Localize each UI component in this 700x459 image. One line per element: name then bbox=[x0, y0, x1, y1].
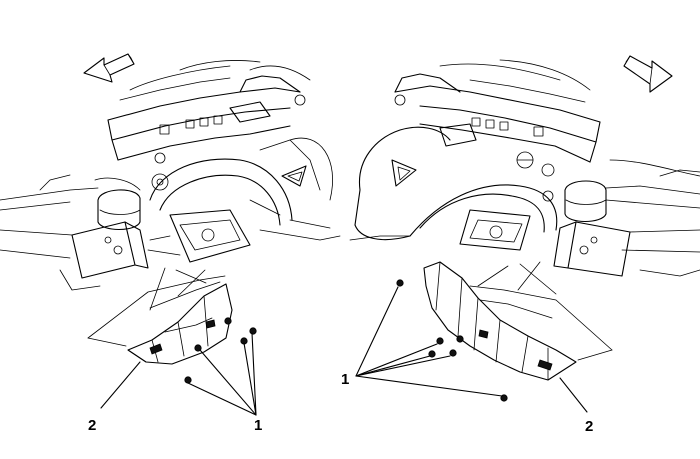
callout-1-right: 1 bbox=[341, 371, 349, 388]
forward-arrow-icon bbox=[623, 55, 673, 93]
right-vehicle-view: 1 2 bbox=[341, 55, 700, 435]
bolt-icon bbox=[224, 317, 232, 325]
left-upper-frame-rail bbox=[107, 60, 311, 161]
right-fasteners bbox=[396, 279, 508, 402]
bolt-icon bbox=[500, 394, 508, 402]
callout-1-left: 1 bbox=[254, 417, 262, 434]
left-guide-lines bbox=[87, 267, 226, 347]
bolt-icon bbox=[456, 335, 464, 343]
right-leaders bbox=[355, 286, 588, 413]
right-guide-lines bbox=[469, 261, 613, 361]
left-fasteners bbox=[184, 317, 257, 384]
bolt-icon bbox=[249, 327, 257, 335]
bolt-icon bbox=[449, 349, 457, 357]
right-suspension bbox=[459, 180, 631, 277]
callout-2-left: 2 bbox=[88, 417, 96, 434]
right-wheelhouse bbox=[354, 126, 558, 241]
left-suspension bbox=[71, 177, 251, 279]
right-upper-frame-rail bbox=[394, 59, 601, 169]
left-splash-shield bbox=[127, 283, 233, 365]
callout-2-right: 2 bbox=[585, 418, 593, 435]
bolt-icon bbox=[436, 337, 444, 345]
left-vehicle-view: 2 1 bbox=[0, 53, 341, 434]
bolt-icon bbox=[194, 344, 202, 352]
left-body-lines bbox=[0, 174, 341, 291]
bolt-icon bbox=[428, 350, 436, 358]
right-splash-shield bbox=[423, 261, 577, 381]
bolt-icon bbox=[396, 279, 404, 287]
left-leaders bbox=[100, 332, 257, 416]
left-wheelhouse bbox=[149, 137, 333, 226]
forward-arrow-icon bbox=[83, 53, 135, 83]
bolt-icon bbox=[184, 376, 192, 384]
right-body-lines bbox=[349, 159, 700, 277]
